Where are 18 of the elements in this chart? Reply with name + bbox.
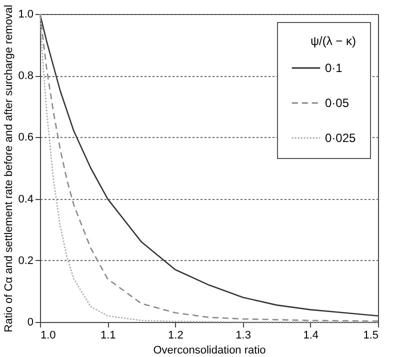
y-tick-label: 0.2 [18, 254, 34, 267]
x-tick-label: 1.1 [100, 330, 116, 342]
x-tick-label: 1.2 [168, 330, 184, 342]
y-tick-label: 1.0 [18, 8, 34, 20]
legend-label: 0·1 [325, 61, 343, 75]
y-tick-label: 0.6 [18, 132, 34, 144]
y-axis-title: Ratio of Cα and settlement rate before and after surcharge removal [3, 4, 16, 332]
legend-label: 0·025 [325, 131, 356, 145]
y-tick-label: 0.8 [18, 70, 34, 82]
legend-label: 0·05 [325, 96, 350, 110]
x-tick-label: 1.5 [363, 330, 378, 342]
x-tick-label: 1.3 [236, 330, 251, 342]
y-tick-label: 0.4 [18, 193, 34, 206]
x-tick-label: 1.0 [40, 330, 56, 342]
legend-title: ψ/(λ − κ) [310, 34, 356, 48]
y-tick-label: 0 [27, 316, 34, 328]
x-tick-label: 1.4 [303, 330, 319, 342]
x-axis-title: Overconsolidation ratio [153, 344, 266, 356]
